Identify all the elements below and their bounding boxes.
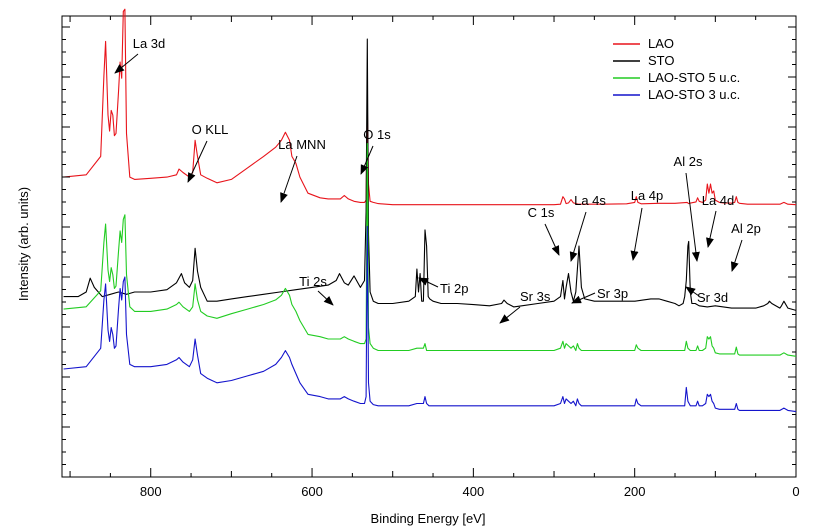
annotation-arrow-ti-2p bbox=[418, 277, 439, 288]
annotation-arrow-al-2s bbox=[685, 172, 700, 262]
annotation-al-2p: Al 2p bbox=[731, 221, 761, 236]
annotation-arrow-la-3d bbox=[114, 53, 139, 74]
annotation-al-2s: Al 2s bbox=[674, 154, 703, 169]
series-line-lao-sto-5-u-c- bbox=[63, 142, 797, 357]
annotation-arrow-la-4p bbox=[630, 207, 643, 261]
annotation-sr-3d: Sr 3d bbox=[697, 290, 728, 305]
annotation-la-3d: La 3d bbox=[133, 36, 166, 51]
plot-border bbox=[61, 15, 797, 478]
legend: LAO STO LAO-STO 5 u.c. LAO-STO 3 u.c. bbox=[613, 36, 740, 102]
x-axis: 800 600 400 200 0 bbox=[69, 16, 800, 499]
annotation-arrow-la-4d bbox=[706, 210, 717, 248]
series-line-lao bbox=[63, 8, 797, 206]
series-line-lao-sto-3-u-c- bbox=[63, 225, 797, 413]
legend-label-lao-sto-5-u-c-: LAO-STO 5 u.c. bbox=[648, 70, 740, 85]
annotation-arrow-al-2p bbox=[730, 239, 743, 272]
x-axis-title: Binding Energy [eV] bbox=[371, 511, 486, 526]
x-tick-label: 600 bbox=[301, 484, 323, 499]
legend-label-lao: LAO bbox=[648, 36, 674, 51]
series-line-sto bbox=[63, 38, 797, 311]
annotation-arrow-sr-3s bbox=[499, 306, 521, 324]
annotation-arrow-c-1s bbox=[544, 223, 560, 256]
annotation-arrow-sr-3d bbox=[685, 286, 700, 297]
plot-frame bbox=[61, 15, 797, 478]
annotation-la-4d: La 4d bbox=[702, 193, 735, 208]
annotation-o-1s: O 1s bbox=[363, 127, 391, 142]
legend-label-sto: STO bbox=[648, 53, 675, 68]
annotation-arrow-ti-2s bbox=[317, 290, 334, 306]
annotations: La 3d O KLL La MNN O 1s C 1s La 4s La 4p Al 2s L… bbox=[114, 36, 761, 324]
x-tick-label: 200 bbox=[624, 484, 646, 499]
annotation-arrow-sr-3p bbox=[571, 292, 596, 304]
annotation-sr-3p: Sr 3p bbox=[597, 286, 628, 301]
annotation-arrow-o-kll bbox=[187, 140, 208, 183]
x-tick-label: 400 bbox=[463, 484, 485, 499]
annotation-la-mnn: La MNN bbox=[278, 137, 326, 152]
y-axis bbox=[62, 26, 796, 478]
annotation-arrow-la-mnn bbox=[280, 155, 298, 203]
series-layer bbox=[63, 8, 797, 413]
x-tick-label: 0 bbox=[792, 484, 799, 499]
x-tick-label: 800 bbox=[140, 484, 162, 499]
annotation-arrow-la-4s bbox=[569, 211, 587, 262]
annotation-sr-3s: Sr 3s bbox=[520, 289, 551, 304]
annotation-c-1s: C 1s bbox=[528, 205, 555, 220]
annotation-la-4s: La 4s bbox=[574, 193, 606, 208]
legend-label-lao-sto-3-u-c-: LAO-STO 3 u.c. bbox=[648, 87, 740, 102]
annotation-la-4p: La 4p bbox=[631, 188, 664, 203]
y-axis-title: Intensity (arb. units) bbox=[16, 187, 31, 301]
annotation-ti-2p: Ti 2p bbox=[440, 281, 468, 296]
annotation-o-kll: O KLL bbox=[192, 122, 229, 137]
annotation-arrow-o-1s bbox=[360, 145, 374, 175]
annotation-ti-2s: Ti 2s bbox=[299, 274, 327, 289]
